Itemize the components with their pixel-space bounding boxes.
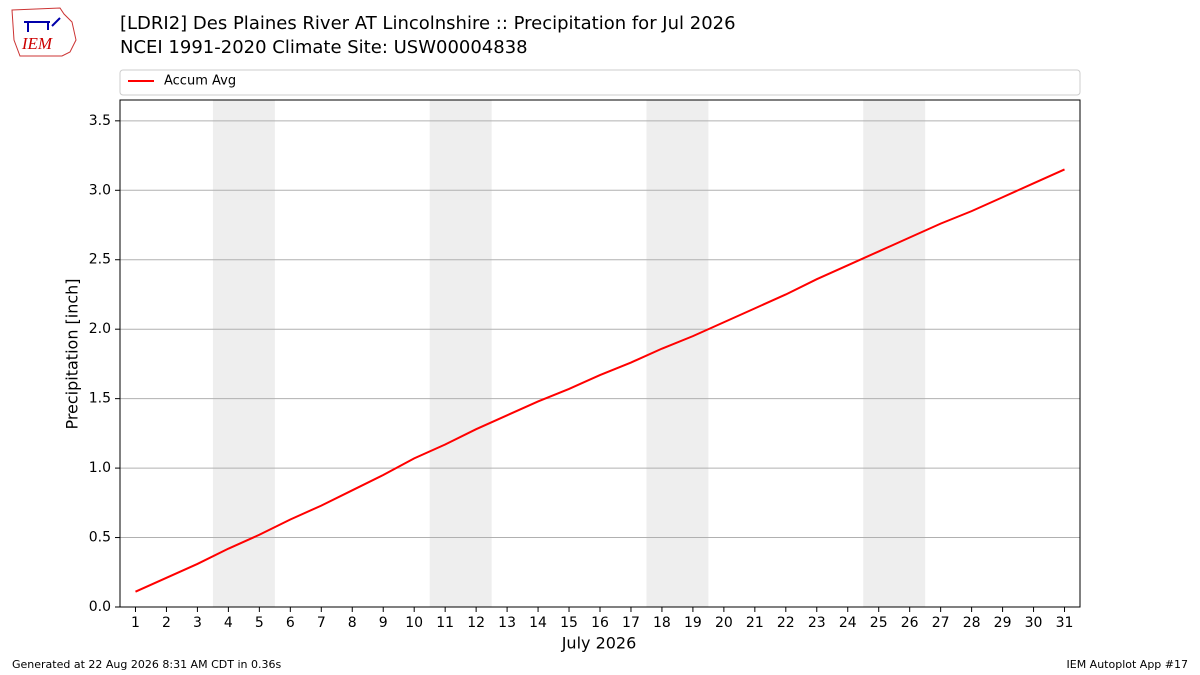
weekend-band bbox=[646, 100, 709, 607]
x-axis-label: July 2026 bbox=[561, 634, 637, 653]
plot-frame bbox=[119, 99, 1081, 608]
logo: IEM bbox=[11, 7, 77, 57]
logo-text: IEM bbox=[21, 34, 53, 53]
x-tick-label: 30 bbox=[1025, 615, 1043, 631]
x-tick-label: 14 bbox=[529, 615, 547, 631]
x-tick-label: 12 bbox=[467, 615, 485, 631]
legend-box bbox=[119, 69, 1081, 96]
x-tick-label: 23 bbox=[808, 615, 826, 631]
y-tick-label: 1.5 bbox=[89, 391, 111, 407]
y-tick-label: 0.5 bbox=[89, 530, 111, 546]
y-tick-label: 2.0 bbox=[89, 321, 111, 337]
y-tick-label: 1.0 bbox=[89, 460, 111, 476]
footer-left: Generated at 22 Aug 2026 8:31 AM CDT in … bbox=[12, 658, 281, 671]
y-tick-label: 0.0 bbox=[89, 599, 111, 615]
x-tick-label: 9 bbox=[379, 615, 388, 631]
x-tick-label: 28 bbox=[963, 615, 981, 631]
y-axis-label: Precipitation [inch] bbox=[63, 278, 82, 429]
x-tick-label: 13 bbox=[498, 615, 516, 631]
y-tick-label: 2.5 bbox=[89, 252, 111, 268]
x-tick-label: 25 bbox=[870, 615, 888, 631]
y-tick-label: 3.5 bbox=[89, 113, 111, 129]
y-tick-label: 3.0 bbox=[89, 182, 111, 198]
x-tick-label: 18 bbox=[653, 615, 671, 631]
x-tick-label: 3 bbox=[193, 615, 202, 631]
x-tick-label: 29 bbox=[994, 615, 1012, 631]
x-tick-label: 21 bbox=[746, 615, 764, 631]
x-tick-label: 26 bbox=[901, 615, 919, 631]
weekend-band bbox=[429, 100, 492, 607]
x-tick-label: 11 bbox=[436, 615, 454, 631]
chart-subtitle: NCEI 1991-2020 Climate Site: USW00004838 bbox=[120, 37, 528, 58]
x-tick-label: 2 bbox=[162, 615, 171, 631]
x-tick-label: 7 bbox=[317, 615, 326, 631]
x-tick-label: 31 bbox=[1056, 615, 1074, 631]
legend-label: Accum Avg bbox=[164, 74, 236, 89]
x-tick-label: 5 bbox=[255, 615, 264, 631]
x-tick-label: 19 bbox=[684, 615, 702, 631]
weekend-band bbox=[212, 100, 275, 607]
x-tick-label: 22 bbox=[777, 615, 795, 631]
x-tick-label: 27 bbox=[932, 615, 950, 631]
x-tick-label: 4 bbox=[224, 615, 233, 631]
footer-right: IEM Autoplot App #17 bbox=[1067, 658, 1189, 671]
x-tick-label: 8 bbox=[348, 615, 357, 631]
x-tick-label: 6 bbox=[286, 615, 295, 631]
x-tick-label: 1 bbox=[131, 615, 140, 631]
series-line bbox=[135, 168, 1065, 593]
weekend-band bbox=[863, 100, 926, 607]
x-tick-label: 17 bbox=[622, 615, 640, 631]
x-tick-label: 15 bbox=[560, 615, 578, 631]
chart-title: [LDRI2] Des Plaines River AT Lincolnshir… bbox=[120, 13, 736, 34]
x-tick-label: 10 bbox=[405, 615, 423, 631]
x-tick-label: 16 bbox=[591, 615, 609, 631]
x-tick-label: 24 bbox=[839, 615, 857, 631]
x-tick-label: 20 bbox=[715, 615, 733, 631]
